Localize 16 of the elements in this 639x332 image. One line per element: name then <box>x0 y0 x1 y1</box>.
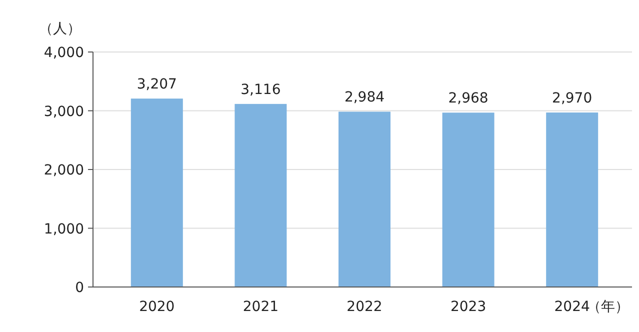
y-tick-label: 2,000 <box>44 162 84 178</box>
y-tick-label: 4,000 <box>44 45 84 61</box>
y-tick-label: 1,000 <box>44 221 84 238</box>
data-label: 3,116 <box>240 82 281 98</box>
data-label: 3,207 <box>136 76 177 93</box>
x-tick-label: 2022 <box>346 299 382 315</box>
x-tick-label: 2024 <box>554 299 590 315</box>
data-label: 2,970 <box>552 90 592 107</box>
y-axis-title: （人） <box>39 21 81 37</box>
y-tick-label: 0 <box>75 280 84 296</box>
x-tick-label: 2020 <box>139 299 175 315</box>
y-tick-label: 3,000 <box>44 104 84 120</box>
x-tick-label: 2023 <box>450 299 486 315</box>
x-tick-label: 2021 <box>242 299 279 315</box>
data-label: 2,968 <box>448 90 488 107</box>
data-label: 2,984 <box>344 90 385 106</box>
